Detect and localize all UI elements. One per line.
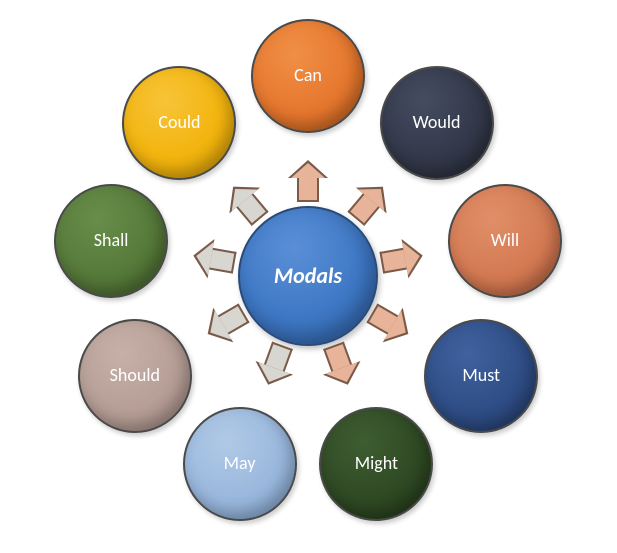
modal-node-label: Will bbox=[491, 231, 519, 251]
modal-node-label: Could bbox=[158, 113, 200, 133]
modal-node: Might bbox=[319, 407, 433, 521]
modal-node-label: Should bbox=[110, 366, 160, 386]
modal-node: Can bbox=[251, 19, 365, 133]
center-label: Modals bbox=[274, 264, 342, 288]
modal-node-label: Can bbox=[294, 66, 322, 86]
modal-node-label: Might bbox=[355, 454, 398, 474]
modal-node: Must bbox=[424, 319, 538, 433]
modal-node: Should bbox=[78, 319, 192, 433]
modal-node: May bbox=[183, 407, 297, 521]
modal-node-label: May bbox=[224, 454, 256, 474]
center-node: Modals bbox=[238, 206, 378, 346]
modal-node-label: Must bbox=[462, 366, 500, 386]
modal-node: Will bbox=[448, 184, 562, 298]
modal-node: Shall bbox=[54, 184, 168, 298]
modal-node: Would bbox=[380, 66, 494, 180]
modal-node: Could bbox=[122, 66, 236, 180]
modal-node-label: Shall bbox=[94, 231, 129, 251]
modal-node-label: Would bbox=[413, 113, 461, 133]
